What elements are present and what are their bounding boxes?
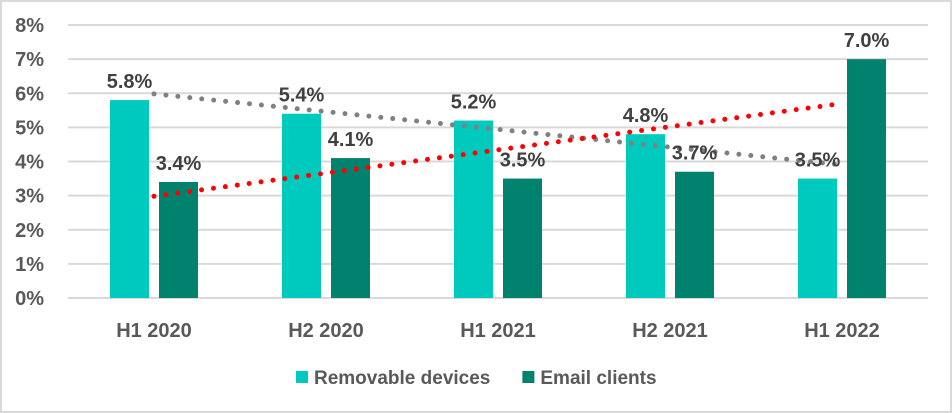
bars <box>110 59 886 298</box>
trendline-removable-devices <box>151 91 845 168</box>
data-label: 3.5% <box>795 150 841 172</box>
data-label: 5.8% <box>107 71 153 93</box>
x-tick-label: H1 2020 <box>116 320 192 342</box>
data-label: 5.2% <box>451 92 497 114</box>
bar-email-clients <box>675 171 714 298</box>
x-tick-label: H1 2022 <box>804 320 880 342</box>
bar-removable-devices <box>454 120 493 298</box>
bar-removable-devices <box>110 100 149 298</box>
y-tick-label: 6% <box>15 83 44 105</box>
bar-email-clients <box>159 181 198 298</box>
y-tick-label: 2% <box>15 220 44 242</box>
legend-label: Removable devices <box>314 368 490 389</box>
data-label: 4.8% <box>623 105 669 127</box>
y-tick-label: 5% <box>15 117 44 139</box>
data-label: 4.1% <box>328 129 374 151</box>
x-axis: H1 2020 H2 2020 H1 2021 H2 2021 H1 2022 <box>116 320 880 342</box>
trendlines <box>151 91 845 199</box>
bar-removable-devices <box>626 134 665 298</box>
data-label: 7.0% <box>844 30 890 52</box>
data-label: 3.5% <box>500 150 546 172</box>
y-tick-label: 7% <box>15 49 44 71</box>
legend-label: Email clients <box>540 368 656 389</box>
data-labels: 5.8% 5.4% 5.2% 4.8% 3.5% 3.4% 4.1% 3.5% 3.7% 7.0% <box>107 30 890 175</box>
y-axis: 0% 1% 2% 3% 4% 5% 6% 7% 8% <box>15 15 44 310</box>
y-tick-label: 1% <box>15 254 44 276</box>
y-tick-label: 3% <box>15 186 44 208</box>
data-label: 3.7% <box>672 143 718 165</box>
bar-email-clients <box>847 59 886 298</box>
x-tick-label: H2 2021 <box>632 320 708 342</box>
x-tick-label: H2 2020 <box>288 320 364 342</box>
y-tick-label: 4% <box>15 152 44 174</box>
bar-email-clients <box>331 158 370 298</box>
bar-removable-devices <box>282 113 321 298</box>
y-tick-label: 0% <box>15 288 44 310</box>
x-tick-label: H1 2021 <box>460 320 536 342</box>
trendline-email-clients <box>151 100 845 199</box>
y-tick-label: 8% <box>15 15 44 37</box>
legend: Removable devices Email clients <box>296 368 657 389</box>
data-label: 3.4% <box>156 153 202 175</box>
data-label: 5.4% <box>279 85 325 107</box>
legend-swatch <box>296 371 308 383</box>
bar-email-clients <box>503 178 542 298</box>
bar-removable-devices <box>798 178 837 298</box>
legend-swatch <box>522 371 535 383</box>
gridlines <box>68 24 928 299</box>
